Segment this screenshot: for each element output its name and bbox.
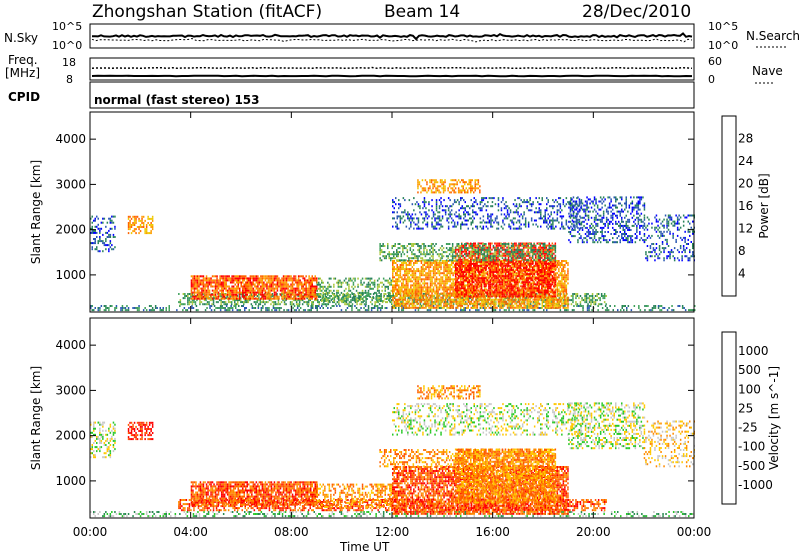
colorbar-tick-label: 16: [738, 199, 753, 213]
freq-label-line2: [MHz]: [5, 66, 40, 80]
scatter-region-2: [190, 481, 318, 506]
scatter-region-6: [379, 449, 557, 468]
x-tick-label: 20:00: [576, 525, 611, 539]
colorbar-tick-label: -1000: [738, 478, 773, 492]
scatter-region-8: [127, 421, 154, 441]
nsky-tick-top: 10^5: [52, 20, 82, 33]
colorbar-label: Velocity [m s^-1]: [767, 366, 781, 470]
nsky-trace: [92, 32, 693, 41]
y-tick-label: 4000: [55, 338, 86, 352]
nave-trace: [91, 66, 693, 70]
scatter-region-2: [190, 275, 318, 300]
colorbar-tick-label: 8: [738, 244, 746, 258]
x-tick-label: 12:00: [375, 525, 410, 539]
y-tick-label: 1000: [55, 268, 86, 282]
x-tick-label: 08:00: [274, 525, 309, 539]
scatter-region-7: [90, 215, 116, 253]
y-tick-label: 4000: [55, 132, 86, 146]
velocity-colorbar: 1000 500 100 25 -25 -100 -500 -1000 Velocity [m …: [721, 331, 781, 505]
freq-tick-bottom: 8: [66, 73, 73, 86]
colorbar-frame: [721, 115, 737, 297]
nsearch-tick-top: 10^5: [708, 20, 738, 33]
colorbar-frame: [721, 331, 737, 505]
y-axis-label: Slant Range [km]: [29, 160, 43, 264]
scatter-region-3: [316, 483, 392, 508]
scatter-region-6: [379, 243, 557, 262]
x-tick-label: 00:00: [677, 525, 712, 539]
freq-trace: [91, 74, 693, 78]
colorbar-tick-label: 100: [738, 382, 761, 396]
y-tick-label: 2000: [55, 429, 86, 443]
colorbar-tick-label: 24: [738, 154, 753, 168]
colorbar-tick-label: 20: [738, 177, 753, 191]
colorbar-tick-label: -100: [738, 440, 765, 454]
scatter-region-11: [568, 402, 646, 450]
y-tick-label: 2000: [55, 223, 86, 237]
scatter-region-3: [316, 277, 392, 302]
velocity-panel: 1000 2000 3000 4000 00:00 04:00 08:00 12:00 16:0…: [29, 317, 712, 539]
nsearch-trace: [91, 37, 693, 43]
freq-label-line1: Freq.: [8, 53, 38, 67]
scatter-region-10: [417, 385, 481, 400]
nsearch-tick-bottom: 10^0: [708, 39, 738, 52]
nsky-tick-bottom: 10^0: [52, 39, 82, 52]
y-axis-label: Slant Range [km]: [29, 366, 43, 470]
date-label: 28/Dec/2010: [582, 2, 691, 22]
colorbar-tick-label: 12: [738, 222, 753, 236]
cpid-value: normal (fast stereo) 153: [94, 93, 260, 107]
x-tick-label: 16:00: [475, 525, 510, 539]
power-panel: 1000 2000 3000 4000 Slant Range [km]: [29, 111, 696, 313]
scatter-region-12: [643, 214, 695, 262]
colorbar-tick-label: 1000: [738, 344, 769, 358]
colorbar-tick-label: 25: [738, 401, 753, 415]
cpid-strip-frame: [89, 81, 695, 109]
scatter-region-9: [392, 197, 583, 230]
nave-tick-bottom: 0: [708, 73, 715, 86]
y-tick-label: 1000: [55, 474, 86, 488]
scatter-region-9: [392, 403, 583, 436]
beam-label: Beam 14: [384, 2, 460, 22]
plot-title: Zhongshan Station (fitACF): [92, 2, 322, 22]
x-axis-label: Time UT: [339, 540, 390, 554]
colorbar-tick-label: 28: [738, 132, 753, 146]
freq-tick-top: 18: [62, 56, 76, 69]
power-colorbar: 28 24 20 16 12 8 4 Power [dB]: [721, 115, 771, 297]
scatter-region-11: [568, 196, 646, 244]
colorbar-tick-label: 4: [738, 267, 746, 281]
scatter-region-8: [127, 215, 154, 235]
nave-tick-top: 60: [708, 55, 722, 68]
x-tick-label: 04:00: [173, 525, 208, 539]
colorbar-label: Power [dB]: [757, 173, 771, 238]
scatter-region-7: [90, 421, 116, 459]
noise-strip-frame: [89, 23, 695, 49]
nsky-label: N.Sky: [4, 31, 38, 45]
cpid-label: CPID: [8, 90, 40, 104]
colorbar-tick-label: 500: [738, 363, 761, 377]
scatter-region-0: [90, 305, 696, 312]
nave-label: Nave: [752, 64, 783, 78]
freq-strip-frame: [89, 57, 695, 81]
nsearch-label: N.Search: [746, 29, 800, 43]
colorbar-tick-label: -500: [738, 459, 765, 473]
y-tick-label: 3000: [55, 177, 86, 191]
x-tick-label: 00:00: [73, 525, 108, 539]
colorbar-tick-label: -25: [738, 421, 758, 435]
y-tick-label: 3000: [55, 383, 86, 397]
scatter-region-12: [643, 420, 695, 468]
scatter-region-10: [417, 179, 481, 194]
